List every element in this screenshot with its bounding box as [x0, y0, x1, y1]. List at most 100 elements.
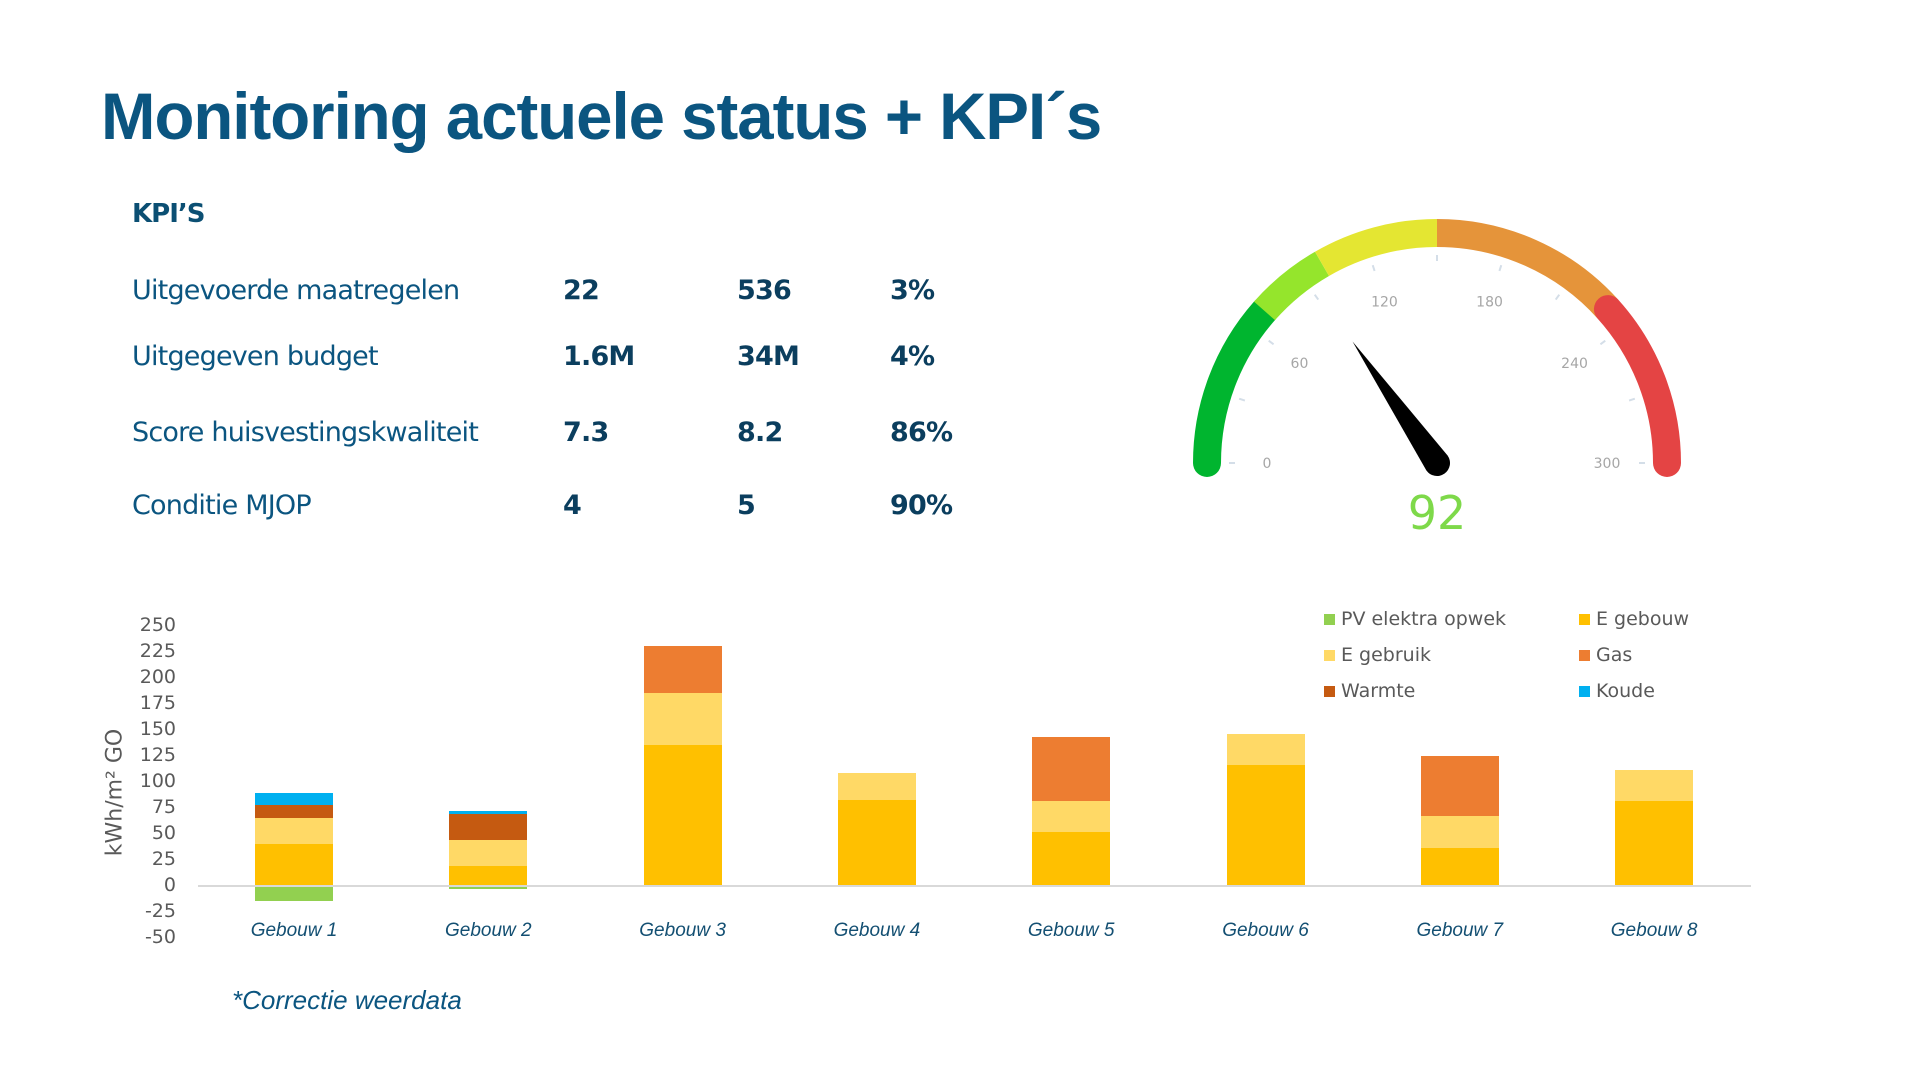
y-tick-label: 0 [163, 874, 176, 896]
gauge-label: 300 [1594, 456, 1621, 472]
kpi-row-budget: Uitgegeven budget 1.6M 34M 4% [132, 341, 1032, 377]
bar-segment [449, 886, 528, 890]
page-title: Monitoring actuele status + KPI´s [101, 79, 1102, 153]
gauge-tick [1599, 339, 1606, 346]
gauge-band [1193, 296, 1279, 477]
bar-segment [837, 799, 916, 886]
bar-segment [1615, 800, 1694, 886]
x-tick-label: Gebouw 5 [1027, 920, 1115, 941]
gauge-tick [1628, 397, 1636, 402]
kpi-value-target: 536 [737, 275, 792, 306]
gauge-band [1315, 219, 1438, 277]
kpi-value-target: 34M [737, 341, 800, 372]
bar-segment [1420, 816, 1499, 848]
x-tick-label: Gebouw 6 [1222, 920, 1309, 941]
gauge-tick [1268, 339, 1275, 346]
bar-segment [643, 692, 722, 745]
y-tick-label: 175 [139, 692, 176, 714]
y-tick-label: -25 [144, 900, 176, 922]
kpi-value-actual: 7.3 [563, 417, 609, 448]
legend-item: Koude [1579, 680, 1655, 702]
x-tick-label: Gebouw 7 [1416, 920, 1504, 941]
bar-segment [1032, 831, 1111, 886]
legend-item: PV elektra opwek [1324, 608, 1506, 630]
kpi-value-actual: 22 [563, 275, 600, 306]
gauge-band [1253, 251, 1330, 321]
kpi-row-huisvestingskwaliteit: Score huisvestingskwaliteit 7.3 8.2 86% [132, 417, 1032, 453]
gauge-label: 120 [1371, 294, 1398, 310]
kpi-label: Conditie MJOP [132, 490, 312, 521]
gauge-label: 180 [1476, 294, 1503, 310]
bar-segment [255, 886, 333, 901]
gauge-tick [1238, 397, 1246, 402]
legend-swatch-icon [1579, 650, 1590, 661]
kpi-value-percent: 4% [890, 341, 935, 372]
bar-segment [643, 744, 722, 886]
legend-swatch-icon [1324, 650, 1335, 661]
legend-label: Warmte [1341, 680, 1416, 702]
y-tick-label: 200 [139, 666, 176, 688]
kpi-value-actual: 1.6M [563, 341, 635, 372]
gauge-needle [1352, 341, 1451, 477]
bar-segment [1420, 756, 1499, 817]
legend-label: PV elektra opwek [1341, 608, 1507, 630]
bar-segment [449, 814, 528, 841]
y-tick-label: 225 [139, 640, 176, 662]
kpi-value-target: 8.2 [737, 417, 783, 448]
bar-segment [1032, 800, 1111, 832]
kpi-row-maatregelen: Uitgevoerde maatregelen 22 536 3% [132, 275, 1032, 311]
legend-label: Koude [1596, 680, 1655, 702]
x-tick-label: Gebouw 1 [250, 920, 338, 941]
x-tick-label: Gebouw 4 [833, 920, 921, 941]
y-tick-label: 125 [139, 744, 176, 766]
gauge-band [1436, 219, 1619, 319]
legend-swatch-icon [1324, 614, 1335, 625]
y-tick-label: 25 [151, 848, 176, 870]
kpi-value-actual: 4 [563, 490, 582, 521]
x-tick-label: Gebouw 8 [1610, 920, 1698, 941]
legend-label: E gebruik [1341, 644, 1431, 666]
kpi-label: Score huisvestingskwaliteit [132, 417, 479, 448]
bar-segment [643, 645, 722, 693]
y-tick-label: 100 [139, 770, 176, 792]
y-tick-label: 50 [151, 822, 176, 844]
kpi-value-target: 5 [737, 490, 756, 521]
legend-item: Warmte [1324, 680, 1415, 702]
gauge-label: 60 [1291, 356, 1309, 372]
bar-segment [1226, 734, 1305, 766]
kpi-value-percent: 3% [890, 275, 935, 306]
bar-segment [449, 866, 528, 886]
bar-segment [449, 811, 528, 815]
gauge-band [1593, 295, 1681, 477]
kpi-label: Uitgevoerde maatregelen [132, 275, 460, 306]
legend-label: Gas [1596, 644, 1633, 666]
kpi-row-mjop: Conditie MJOP 4 5 90% [132, 490, 1032, 526]
kpi-header: KPI’S [132, 199, 205, 229]
y-tick-label: -50 [144, 926, 176, 948]
x-tick-label: Gebouw 3 [639, 920, 726, 941]
speedometer-gauge: 0 60 120 180 240 300 [1193, 219, 1681, 477]
bar-segment [1420, 847, 1499, 886]
bar-segment [1032, 737, 1111, 801]
bar-segment [255, 818, 333, 845]
x-tick-label: Gebouw 2 [444, 920, 532, 941]
legend-swatch-icon [1579, 686, 1590, 697]
gauge-tick [1554, 294, 1561, 301]
legend-item: E gebruik [1324, 644, 1431, 666]
gauge-tick [1313, 294, 1320, 301]
legend-item: Gas [1579, 644, 1632, 666]
kpi-value-percent: 90% [890, 490, 953, 521]
legend-label: E gebouw [1596, 608, 1690, 630]
bar-segment [255, 793, 333, 805]
bar-segment [837, 772, 916, 800]
gauge-value: 92 [1407, 486, 1467, 540]
legend-item: E gebouw [1579, 608, 1689, 630]
footnote: *Correctie weerdata [232, 985, 462, 1015]
kpi-label: Uitgegeven budget [132, 341, 379, 372]
y-tick-label: 250 [139, 614, 176, 636]
x-axis-line [198, 885, 1751, 887]
y-tick-label: 75 [151, 796, 176, 818]
gauge-tick [1371, 264, 1376, 272]
bar-segment [1615, 769, 1694, 801]
kpi-value-percent: 86% [890, 417, 953, 448]
